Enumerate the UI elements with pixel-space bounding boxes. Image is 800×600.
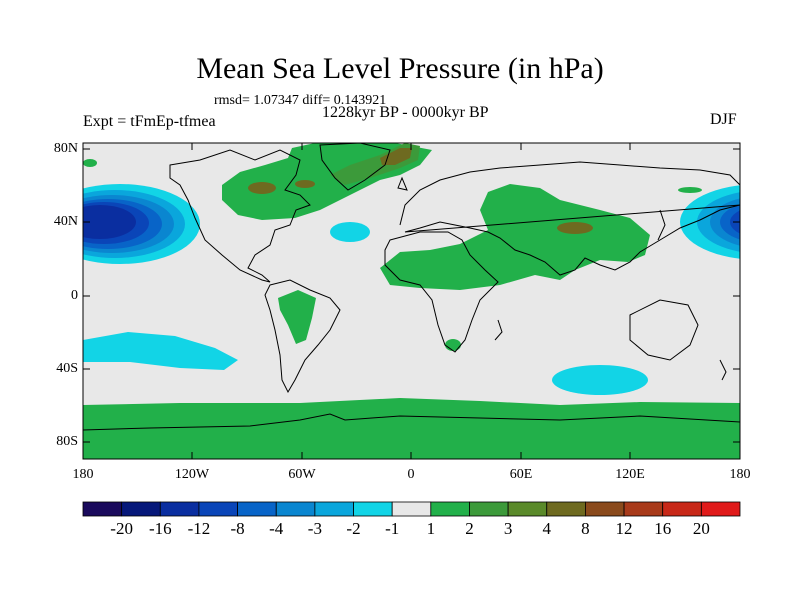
lon-label-120e: 120E <box>615 467 645 482</box>
colorbar-label: 4 <box>542 519 552 538</box>
colorbar-label: 2 <box>465 519 474 538</box>
atlantic-small-negative <box>330 222 370 242</box>
lon-label-180e: 180 <box>729 467 751 482</box>
new-zealand-coast <box>719 359 727 381</box>
colorbar-label: 8 <box>581 519 590 538</box>
north-pacific-low-west-core <box>83 205 136 239</box>
okhotsk-positive <box>678 187 702 193</box>
colorbar-swatch <box>507 501 548 517</box>
colorbar-label: 1 <box>426 519 436 538</box>
colorbar-swatch <box>662 501 702 517</box>
colorbar-label: -20 <box>110 519 133 538</box>
canada-positive-core <box>248 182 276 194</box>
experiment-label: Expt = tFmEp-tfmea <box>83 113 216 130</box>
colorbar-label: 20 <box>692 519 710 538</box>
colorbar-label: 3 <box>503 519 513 538</box>
map-title: Mean Sea Level Pressure (in hPa) <box>196 52 604 85</box>
africa-coast <box>384 231 499 353</box>
southern-ocean-positive-band <box>83 398 740 459</box>
lon-label-60e: 60E <box>509 467 533 482</box>
north-america-coast <box>169 149 311 283</box>
map-field <box>83 143 740 459</box>
south-africa-positive <box>445 339 461 351</box>
arctic-peak-positive <box>380 148 412 165</box>
coastlines <box>83 143 740 431</box>
colorbar-swatch <box>237 501 277 517</box>
eurasia-africa-positive <box>380 184 650 290</box>
colorbar-label: -8 <box>230 519 245 538</box>
colorbar-swatch <box>430 501 470 517</box>
asia-positive-core <box>557 222 593 234</box>
colorbar-label: -12 <box>187 519 211 538</box>
colorbar-label: -3 <box>307 519 322 538</box>
colorbar-swatch <box>198 501 238 517</box>
lat-label-80s: 80S <box>56 434 78 449</box>
colorbar-swatch <box>623 501 664 517</box>
japan-coast <box>657 209 666 241</box>
lat-label-80n: 80N <box>53 141 78 156</box>
colorbar-swatch <box>82 501 123 517</box>
time-period: 1228kyr BP - 0000kyr BP <box>322 104 489 121</box>
south-america-coast <box>264 279 341 394</box>
greenland-positive-core <box>295 180 315 188</box>
lon-label-120w: 120W <box>174 467 210 482</box>
colorbar-swatch <box>314 501 354 517</box>
lat-label-40n: 40N <box>53 214 78 229</box>
colorbar-swatch <box>585 501 625 517</box>
antarctica-coast <box>83 413 740 431</box>
australia-coast <box>629 299 699 361</box>
colorbar-label: 16 <box>654 519 672 538</box>
south-america-positive <box>278 290 316 344</box>
lat-label-40s: 40S <box>56 361 78 376</box>
madagascar-coast <box>494 319 503 341</box>
lon-label-60w: 60W <box>288 467 316 482</box>
eurasia-coast <box>399 161 740 276</box>
bering-positive <box>83 159 97 167</box>
colorbar-swatch <box>275 501 316 517</box>
colorbar <box>82 501 741 517</box>
colorbar-label: -2 <box>346 519 361 538</box>
season-label: DJF <box>710 111 737 128</box>
colorbar-label: 12 <box>615 519 633 538</box>
colorbar-label: -1 <box>385 519 400 538</box>
axis-ticks <box>82 143 741 459</box>
colorbar-swatch <box>546 501 586 517</box>
south-pacific-negative <box>83 332 238 370</box>
colorbar-swatch <box>700 501 741 517</box>
colorbar-label: -16 <box>148 519 172 538</box>
colorbar-swatch <box>469 501 509 517</box>
colorbar-swatch <box>391 501 432 517</box>
lon-label-180w: 180 <box>72 467 94 482</box>
colorbar-swatch <box>353 501 393 517</box>
lat-label-0: 0 <box>71 288 78 303</box>
greenland-coast <box>319 143 391 191</box>
colorbar-swatch <box>121 501 161 517</box>
colorbar-swatch <box>159 501 200 517</box>
lon-label-0: 0 <box>407 467 415 482</box>
rmsd-diff-stats: rmsd= 1.07347 diff= 0.143921 <box>214 93 387 108</box>
south-indian-negative <box>552 365 648 395</box>
colorbar-label: -4 <box>269 519 284 538</box>
british-isles-coast <box>397 176 408 191</box>
